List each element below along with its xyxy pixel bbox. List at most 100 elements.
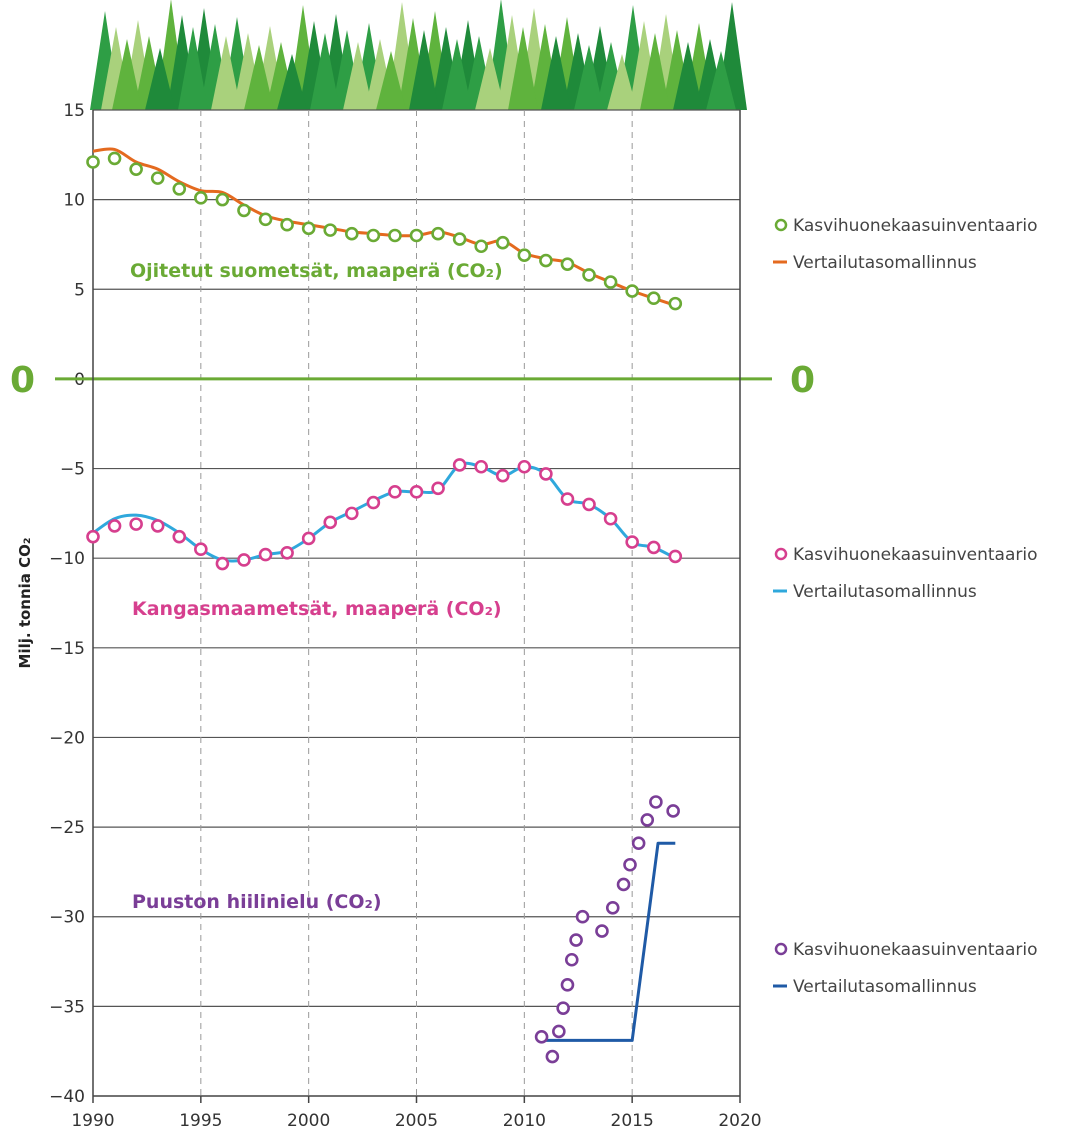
- tree-sink-inventory-point: [623, 857, 637, 872]
- tree-icon: [706, 51, 736, 110]
- y-tick-label: 5: [74, 280, 85, 300]
- tree-icon: [475, 48, 505, 110]
- legend-reference-label: Vertailutasomallinnus: [793, 253, 977, 273]
- tree-icon: [145, 48, 175, 110]
- drained-peatland-inventory-point: [344, 226, 359, 241]
- grid: [92, 109, 740, 1096]
- drained-peatland-inventory-point: [431, 226, 445, 241]
- tree-sink-inventory-point: [569, 933, 583, 947]
- legend-inventory-marker: [774, 942, 788, 956]
- drained-peatland-inventory-point: [280, 217, 294, 232]
- drained-peatland-inventory-point: [172, 182, 187, 196]
- drained-peatland-inventory-point: [603, 275, 618, 289]
- drained-peatland-inventory-point: [150, 171, 165, 185]
- x-tick-label: 1990: [71, 1111, 114, 1131]
- drained-peatland-inventory-point: [194, 191, 208, 205]
- legend-reference-label: Vertailutasomallinnus: [793, 977, 977, 997]
- x-tick-label: 2015: [611, 1111, 654, 1131]
- y-tick-label: −10: [49, 549, 85, 569]
- mineral-soil-inventory-point: [452, 458, 467, 472]
- tree-sink-inventory-point: [605, 900, 620, 915]
- tree-sink-inventory-point: [666, 804, 680, 818]
- tree-sink-inventory-point: [560, 978, 575, 992]
- annotation-label: Kangasmaametsät, maaperä (CO₂): [132, 598, 502, 620]
- tree-sink-inventory-point: [564, 952, 579, 967]
- mineral-soil-inventory-point: [517, 459, 532, 474]
- y-tick-label: −25: [49, 818, 85, 838]
- y-tick-label: −20: [49, 728, 85, 748]
- drained-peatland-inventory-point: [301, 221, 316, 236]
- tree-icon: [244, 45, 274, 110]
- labels: Milj. tonnia CO₂ Ojitetut suometsät, maap…: [16, 260, 503, 913]
- mineral-soil-inventory-point: [237, 553, 251, 567]
- tree-icon: [376, 51, 406, 110]
- mineral-soil-inventory-point: [280, 546, 294, 560]
- drained-peatland-inventory-point: [646, 291, 661, 306]
- legend-inventory-label: Kasvihuonekaasuinventaario: [793, 545, 1038, 565]
- drained-peatland-reference-line: [92, 147, 676, 307]
- tree-sink-inventory-point: [649, 795, 663, 809]
- drained-peatland-inventory-point: [495, 235, 510, 250]
- mineral-soil-inventory-point: [366, 495, 381, 510]
- drained-peatland-inventory-point: [388, 228, 402, 243]
- tree-icon: [442, 39, 472, 110]
- legend-inventory-label: Kasvihuonekaasuinventaario: [793, 940, 1038, 960]
- annotation-label: Puuston hiilinielu (CO₂): [132, 891, 382, 913]
- drained-peatland-inventory-point: [237, 203, 251, 218]
- axes: 151050−5−10−15−20−25−30−35−4000199019952…: [10, 101, 815, 1131]
- mineral-soil-inventory-point: [301, 531, 316, 546]
- y-tick-label: −15: [49, 639, 85, 659]
- mineral-soil-inventory-point: [603, 511, 618, 526]
- tree-sink-inventory-point: [545, 1049, 560, 1064]
- tree-icon: [508, 27, 538, 110]
- tree-icon: [673, 42, 703, 110]
- tree-icon: [640, 33, 670, 110]
- tree-sink-inventory-point: [595, 924, 609, 938]
- drained-peatland-inventory-point: [560, 257, 575, 271]
- mineral-soil-inventory-point: [194, 542, 208, 557]
- y-tick-label: −35: [49, 997, 85, 1017]
- x-tick-label: 1995: [179, 1111, 222, 1131]
- mineral-soil-inventory-point: [495, 468, 510, 483]
- drained-peatland-inventory-point: [215, 192, 230, 207]
- drained-peatland-inventory-point: [625, 284, 639, 298]
- zero-label-right: 0: [790, 360, 815, 401]
- mineral-soil-inventory-point: [431, 481, 445, 496]
- series-layer: [86, 147, 683, 1064]
- drained-peatland-inventory-point: [517, 248, 532, 263]
- tree-icon: [310, 33, 340, 110]
- mineral-soil-inventory-point: [474, 459, 489, 474]
- forest-decoration: [90, 0, 747, 110]
- legend-inventory-marker: [774, 547, 788, 561]
- tree-icon: [574, 45, 604, 110]
- legend-inventory-label: Kasvihuonekaasuinventaario: [793, 216, 1038, 236]
- drained-peatland-inventory-point: [452, 232, 467, 246]
- mineral-soil-inventory-point: [646, 540, 661, 555]
- y-axis-label: Milj. tonnia CO₂: [16, 538, 34, 669]
- tree-sink-inventory-point: [575, 909, 590, 924]
- mineral-soil-inventory-point: [150, 519, 165, 533]
- annotation-label: Ojitetut suometsät, maaperä (CO₂): [130, 260, 503, 282]
- tree-icon: [112, 39, 142, 110]
- x-tick-label: 2005: [395, 1111, 438, 1131]
- mineral-soil-inventory-point: [625, 535, 639, 549]
- mineral-soil-inventory-point: [668, 549, 683, 564]
- y-tick-label: −5: [60, 460, 85, 480]
- tree-icon: [607, 54, 637, 110]
- tree-icon: [178, 27, 208, 110]
- legend-reference-label: Vertailutasomallinnus: [793, 582, 977, 602]
- drained-peatland-inventory-point: [539, 253, 553, 268]
- legend-inventory-marker: [774, 218, 788, 232]
- y-tick-label: 15: [63, 101, 85, 121]
- mineral-soil-inventory-point: [86, 529, 100, 544]
- mineral-soil-inventory-point: [215, 556, 230, 571]
- tree-icon: [343, 42, 373, 110]
- drained-peatland-inventory-point: [129, 162, 143, 176]
- tree-sink-inventory-point: [616, 877, 631, 892]
- tree-sink-inventory-point: [552, 1024, 566, 1039]
- tree-sink-inventory-point: [640, 813, 655, 827]
- mineral-soil-inventory-point: [344, 506, 359, 521]
- mineral-soil-reference-line: [92, 461, 676, 563]
- drained-peatland-inventory-point: [258, 212, 273, 227]
- x-tick-label: 2020: [718, 1111, 761, 1131]
